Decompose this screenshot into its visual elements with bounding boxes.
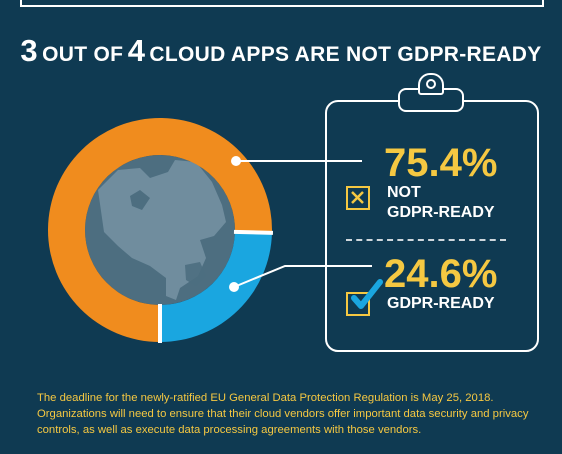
dashed-divider: [346, 239, 506, 241]
page-title: 3 OUT OF 4 CLOUD APPS ARE NOT GDPR-READY: [0, 33, 562, 69]
not-ready-label-line1: NOT: [387, 184, 421, 201]
slice-separator: [233, 229, 274, 235]
clipboard-hole: [426, 79, 436, 89]
ready-label: GDPR-READY: [387, 295, 495, 312]
check-box-icon: [346, 292, 370, 316]
title-text-out-of: OUT OF: [42, 43, 124, 66]
donut-slice-not-gdpr-ready: [48, 118, 273, 342]
not-ready-percentage: 75.4%: [384, 141, 498, 185]
check-mark-icon: [351, 279, 383, 309]
top-frame-rule: [20, 0, 544, 7]
title-number-3: 3: [20, 33, 38, 68]
callout-blue: [229, 265, 372, 292]
globe-icon: [85, 155, 235, 305]
clipboard-clip: [398, 88, 464, 112]
footnote: The deadline for the newly-ratified EU G…: [37, 392, 529, 436]
title-text-rest: CLOUD APPS ARE NOT GDPR-READY: [149, 43, 542, 66]
not-ready-label-line2: GDPR-READY: [387, 204, 495, 221]
donut-slice-gdpr-ready: [160, 231, 272, 342]
title-number-4: 4: [127, 33, 145, 68]
not-ready-label: NOT GDPR-READY: [387, 183, 495, 223]
donut-slices: [48, 118, 274, 343]
callout-orange: [231, 156, 362, 166]
x-box-icon: [346, 186, 370, 210]
ready-percentage: 24.6%: [384, 252, 498, 296]
